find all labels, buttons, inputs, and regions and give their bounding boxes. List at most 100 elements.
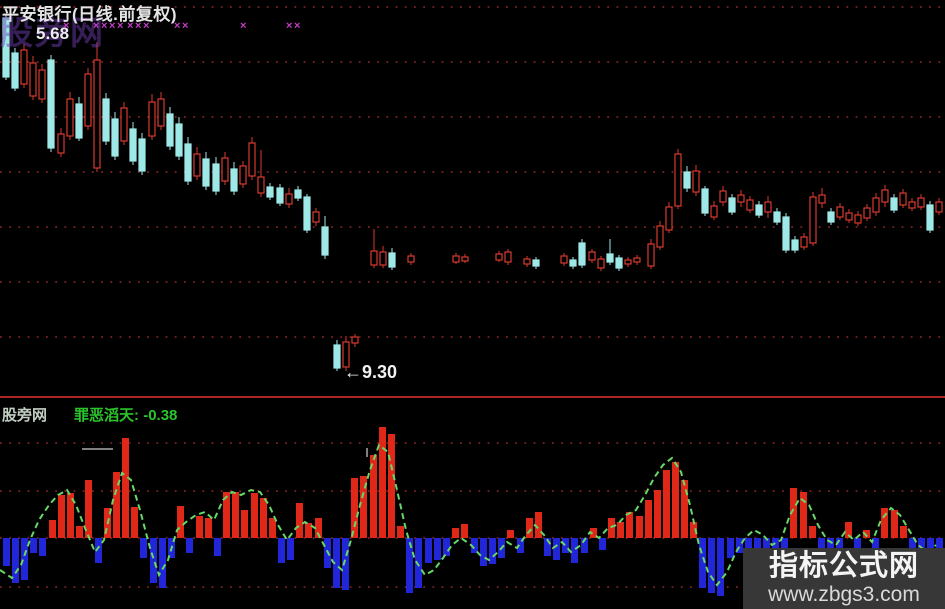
indicator-bar-negative (571, 538, 578, 563)
indicator-bar-positive (315, 518, 322, 538)
candle-up (800, 236, 808, 248)
indicator-bar-positive (672, 462, 679, 538)
candle-down (266, 186, 274, 198)
candle-up (588, 251, 596, 261)
indicator-bar-positive (452, 528, 459, 538)
indicator-bar-negative (736, 538, 743, 553)
indicator-bar-positive (113, 472, 120, 538)
candle-down (683, 171, 691, 189)
indicator-bar-negative (21, 538, 28, 580)
candle-up (692, 170, 700, 193)
candle-up (461, 256, 469, 262)
indicator-bar-positive (881, 508, 888, 538)
candle-down (102, 98, 110, 142)
candle-up (854, 214, 862, 224)
candle-up (20, 49, 28, 85)
candle-down (75, 103, 83, 139)
candle-up (935, 201, 943, 213)
candle-up (710, 205, 718, 218)
indicator-bar-positive (205, 518, 212, 538)
candle-down (212, 163, 220, 192)
indicator-bar-positive (223, 492, 230, 538)
indicator-separator: : (134, 407, 144, 424)
candle-down (202, 158, 210, 187)
indicator-bar-positive (790, 488, 797, 538)
indicator-bar-negative (425, 538, 432, 563)
indicator-bar-positive (507, 530, 514, 538)
indicator-bar-positive (351, 478, 358, 538)
candle-up (193, 153, 201, 177)
indicator-bar-positive (809, 526, 816, 538)
x-mark-icon: × (109, 20, 116, 32)
candle-up (665, 206, 673, 231)
indicator-bar-negative (581, 538, 588, 553)
candle-up (633, 257, 641, 263)
indicator-bar-positive (131, 507, 138, 538)
indicator-bar-positive (370, 455, 377, 538)
candle-up (29, 62, 37, 97)
x-mark-icon: × (286, 20, 293, 32)
candle-up (221, 157, 229, 182)
indicator-bar-positive (251, 493, 258, 538)
indicator-bar-positive (645, 500, 652, 538)
candle-down (2, 17, 10, 78)
candle-up (746, 199, 754, 211)
indicator-bar-negative (544, 538, 551, 556)
candle-up (836, 206, 844, 218)
candle-up (674, 153, 682, 207)
candle-down (129, 128, 137, 162)
indicator-bar-negative (471, 538, 478, 553)
candle-up (407, 255, 415, 263)
candle-down (532, 259, 540, 267)
indicator-bar-negative (489, 538, 496, 564)
candle-down (773, 211, 781, 223)
candle-up (504, 251, 512, 263)
candle-down (578, 242, 586, 266)
candle-down (782, 216, 790, 251)
candle-down (791, 239, 799, 251)
candle-down (230, 168, 238, 192)
indicator-bar-positive (85, 480, 92, 538)
x-mark-icon: × (63, 20, 70, 32)
indicator-bar-positive (67, 493, 74, 538)
candle-up (84, 73, 92, 127)
candle-up (656, 225, 664, 248)
x-mark-icon: × (240, 20, 247, 32)
indicator-bar-negative (12, 538, 19, 583)
candle-up (285, 193, 293, 205)
indicator-bar-negative (854, 538, 861, 550)
indicator-bar-negative (30, 538, 37, 553)
candle-up (719, 190, 727, 203)
candle-up (872, 197, 880, 213)
indicator-bar-negative (562, 538, 569, 553)
chart-title: 平安银行(日线.前复权) (2, 5, 178, 24)
x-mark-icon: × (294, 20, 301, 32)
candle-down (569, 259, 577, 267)
candle-down (294, 189, 302, 199)
indicator-bar-positive (863, 530, 870, 538)
indicator-bar-negative (186, 538, 193, 553)
indicator-panel-header: 股旁网 罪恶滔天: -0.38 (2, 404, 177, 425)
indicator-bar-positive (681, 480, 688, 538)
x-mark-icon: × (143, 20, 150, 32)
candle-up (93, 59, 101, 169)
candle-up (597, 258, 605, 269)
candle-up (452, 255, 460, 263)
candle-down (388, 252, 396, 268)
indicator-bar-negative (150, 538, 157, 583)
candle-down (184, 143, 192, 182)
indicator-bar-positive (608, 518, 615, 538)
candle-up (863, 207, 871, 219)
candle-up (57, 133, 65, 154)
candle-down (701, 188, 709, 214)
candle-up (239, 165, 247, 185)
candle-up (737, 194, 745, 203)
indicator-bar-positive (269, 518, 276, 538)
candle-up (899, 192, 907, 206)
indicator-bar-negative (434, 538, 441, 560)
indicator-bar-negative (140, 538, 147, 558)
candle-down (606, 253, 614, 263)
candle-down (890, 197, 898, 211)
